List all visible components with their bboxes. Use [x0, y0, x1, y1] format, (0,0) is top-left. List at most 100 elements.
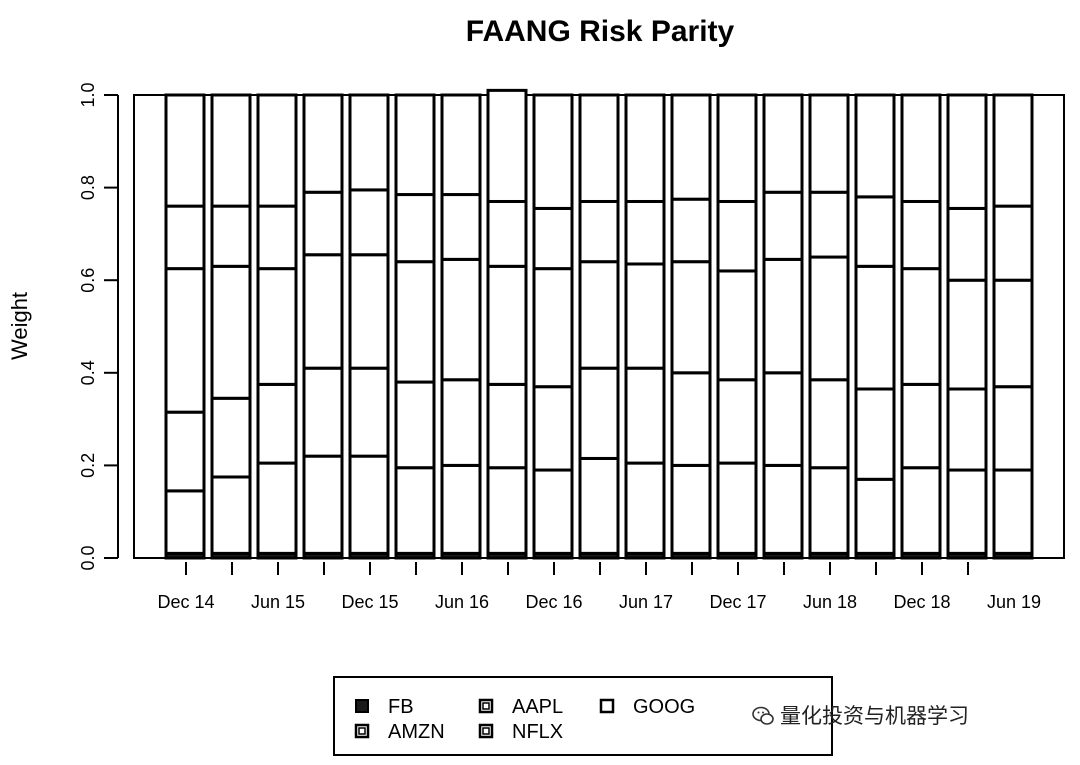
bar-segment-aapl-9: [578, 366, 620, 460]
bar-segment-other-13: [762, 93, 804, 194]
bar-segment-goog-3: [302, 253, 344, 370]
legend-swatch-goog: [599, 698, 615, 714]
bar-segment-goog-4: [348, 253, 390, 370]
bar-segment-other-1: [210, 93, 252, 208]
y-tick-label-3: 0.6: [78, 268, 98, 293]
bar-segment-aapl-6: [440, 378, 482, 467]
bar-segment-nflx-1: [210, 204, 252, 268]
bar-segment-nflx-16: [900, 199, 942, 271]
x-tick-label-2: Dec 15: [341, 592, 398, 612]
legend: FB AAPL GOOG AMZN NFLX: [333, 676, 833, 756]
bar-segment-amzn-17: [946, 468, 988, 555]
bar-segment-amzn-3: [302, 454, 344, 555]
y-tick-label-5: 1.0: [78, 82, 98, 107]
bar-segment-amzn-4: [348, 454, 390, 555]
bar-segment-other-10: [624, 93, 666, 203]
bar-segment-other-9: [578, 93, 620, 203]
x-axis: Dec 14 Jun 15 Dec 15 Jun 16 Dec 16 Jun 17 Dec …: [157, 562, 1041, 612]
bar-segment-aapl-3: [302, 366, 344, 458]
bar-segment-amzn-11: [670, 463, 712, 555]
bar-segment-amzn-0: [164, 489, 206, 555]
bar-segment-nflx-12: [716, 199, 758, 273]
x-tick-label-5: Jun 17: [619, 592, 673, 612]
bar-segment-nflx-14: [808, 190, 850, 259]
bar-segment-amzn-12: [716, 461, 758, 555]
bar-segment-goog-18: [992, 278, 1034, 389]
bar-segment-goog-13: [762, 257, 804, 375]
bar-segment-amzn-7: [486, 466, 528, 555]
bar-segment-amzn-1: [210, 475, 252, 555]
bar-segment-aapl-5: [394, 380, 436, 470]
legend-label-fb: FB: [388, 696, 414, 718]
bar-segment-amzn-5: [394, 466, 436, 555]
bar-segment-amzn-13: [762, 463, 804, 555]
legend-swatch-aapl: [478, 698, 494, 714]
legend-swatch-fb: [355, 699, 369, 713]
bar-segment-goog-14: [808, 255, 850, 382]
bar-segment-aapl-17: [946, 387, 988, 472]
bar-segment-goog-0: [164, 267, 206, 414]
bar-segment-nflx-5: [394, 193, 436, 264]
bar-segment-nflx-2: [256, 204, 298, 271]
bar-segment-amzn-18: [992, 468, 1034, 555]
bar-segment-other-2: [256, 93, 298, 208]
bar-segment-nflx-17: [946, 206, 988, 282]
bar-segment-aapl-10: [624, 366, 666, 465]
bar-segment-nflx-11: [670, 197, 712, 264]
bar-segment-aapl-13: [762, 371, 804, 467]
bar-segment-nflx-6: [440, 193, 482, 261]
bar-segment-goog-16: [900, 267, 942, 386]
bar-segment-other-15: [854, 93, 896, 199]
wechat-icon: [752, 706, 774, 725]
legend-swatch-inner-aapl: [482, 702, 490, 710]
bar-segment-aapl-18: [992, 385, 1034, 472]
bar-segment-goog-1: [210, 264, 252, 400]
bar-segment-amzn-16: [900, 466, 942, 555]
bar-segment-other-17: [946, 93, 988, 210]
bar-segment-goog-2: [256, 267, 298, 386]
x-tick-label-0: Dec 14: [157, 592, 214, 612]
bar-segment-goog-5: [394, 260, 436, 384]
y-axis-title: Weight: [7, 292, 32, 360]
x-tick-label-3: Jun 16: [435, 592, 489, 612]
legend-label-goog: GOOG: [633, 696, 695, 718]
bar-segment-aapl-8: [532, 385, 574, 472]
legend-label-nflx: NFLX: [512, 721, 563, 743]
bar-segment-nflx-13: [762, 190, 804, 261]
bar-segment-goog-10: [624, 262, 666, 370]
bar-segment-amzn-15: [854, 477, 896, 555]
bar-segment-nflx-9: [578, 199, 620, 264]
bar-segment-nflx-10: [624, 199, 666, 266]
y-tick-label-0: 0.0: [78, 545, 98, 570]
bar-segment-amzn-10: [624, 461, 666, 555]
bar-segment-goog-7: [486, 264, 528, 386]
bar-segment-aapl-14: [808, 378, 850, 470]
bar-segment-goog-15: [854, 264, 896, 391]
bar-segment-aapl-4: [348, 366, 390, 458]
bar-segment-amzn-8: [532, 468, 574, 555]
x-tick-label-6: Dec 17: [709, 592, 766, 612]
bar-segment-nflx-8: [532, 206, 574, 271]
y-tick-label-2: 0.4: [78, 360, 98, 385]
bar-segment-other-12: [716, 93, 758, 203]
bar-segment-aapl-0: [164, 410, 206, 493]
bar-segment-aapl-12: [716, 378, 758, 465]
bar-segment-goog-9: [578, 260, 620, 370]
bar-segment-aapl-1: [210, 396, 252, 479]
legend-label-amzn: AMZN: [388, 721, 445, 743]
bar-segment-other-4: [348, 93, 390, 192]
x-tick-label-7: Jun 18: [803, 592, 857, 612]
bar-segment-other-14: [808, 93, 850, 194]
x-tick-label-8: Dec 18: [893, 592, 950, 612]
bars-group: [164, 88, 1034, 560]
legend-swatch-inner-nflx: [482, 727, 490, 735]
bar-segment-amzn-6: [440, 463, 482, 555]
x-tick-label-1: Jun 15: [251, 592, 305, 612]
bar-segment-nflx-0: [164, 204, 206, 271]
watermark-text: 量化投资与机器学习: [780, 704, 969, 728]
bar-segment-nflx-3: [302, 190, 344, 257]
bar-segment-other-0: [164, 93, 206, 208]
bar-segment-aapl-11: [670, 371, 712, 467]
legend-label-aapl: AAPL: [512, 696, 563, 718]
chart-title: FAANG Risk Parity: [466, 15, 735, 48]
